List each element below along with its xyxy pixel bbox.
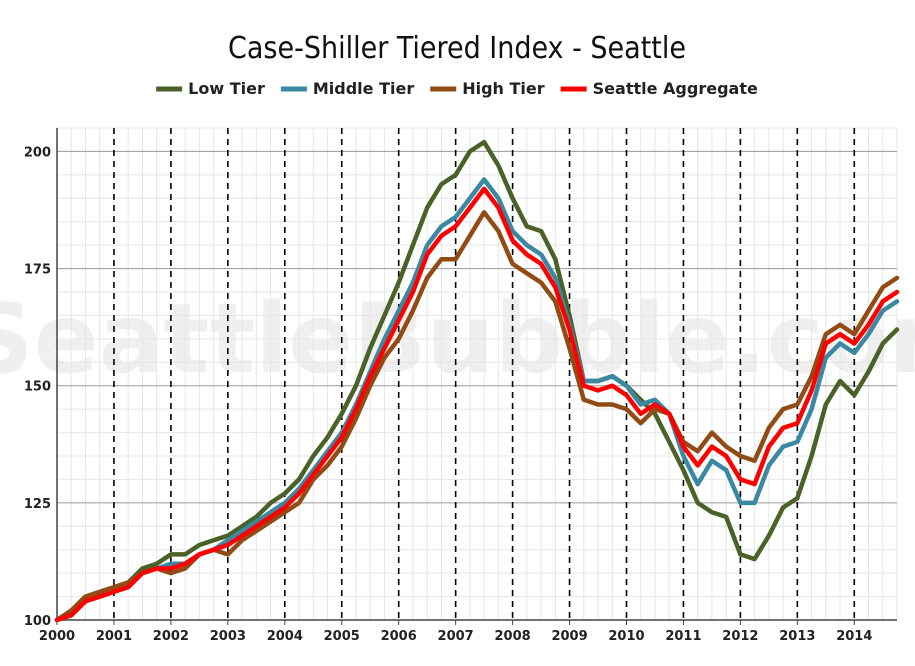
legend-label: High Tier <box>462 79 545 98</box>
legend-label: Middle Tier <box>313 79 414 98</box>
x-tick-label: 2000 <box>39 629 75 644</box>
x-tick-label: 2004 <box>267 629 303 644</box>
x-tick-label: 2012 <box>722 629 758 644</box>
x-tick-label: 2001 <box>96 629 132 644</box>
series-line-seattle-aggregate <box>54 186 900 623</box>
legend: Low Tier Middle Tier High Tier Seattle Aggr… <box>156 79 758 98</box>
x-tick-label: 2006 <box>381 629 417 644</box>
legend-label: Low Tier <box>188 79 265 98</box>
x-tick-label: 2014 <box>836 629 872 644</box>
x-tick-label: 2013 <box>779 629 815 644</box>
x-tick-label: 2002 <box>153 629 189 644</box>
x-tick-label: 2007 <box>438 629 474 644</box>
x-tick-label: 2011 <box>665 629 701 644</box>
series-line-low-tier <box>54 139 900 623</box>
x-tick-label: 2008 <box>494 629 530 644</box>
x-tick-label: 2005 <box>324 629 360 644</box>
y-tick-label: 125 <box>24 497 51 512</box>
plot-area: SeattleBubble.com10012515017520020002001… <box>0 127 915 644</box>
y-tick-label: 100 <box>24 614 51 629</box>
x-tick-label: 2009 <box>551 629 587 644</box>
legend-label: Seattle Aggregate <box>593 79 758 98</box>
chart-title: Case-Shiller Tiered Index - Seattle <box>228 31 686 66</box>
y-tick-label: 200 <box>24 145 51 160</box>
y-tick-label: 150 <box>24 380 51 395</box>
y-tick-label: 175 <box>24 263 51 278</box>
x-tick-label: 2010 <box>608 629 644 644</box>
x-tick-label: 2003 <box>210 629 246 644</box>
